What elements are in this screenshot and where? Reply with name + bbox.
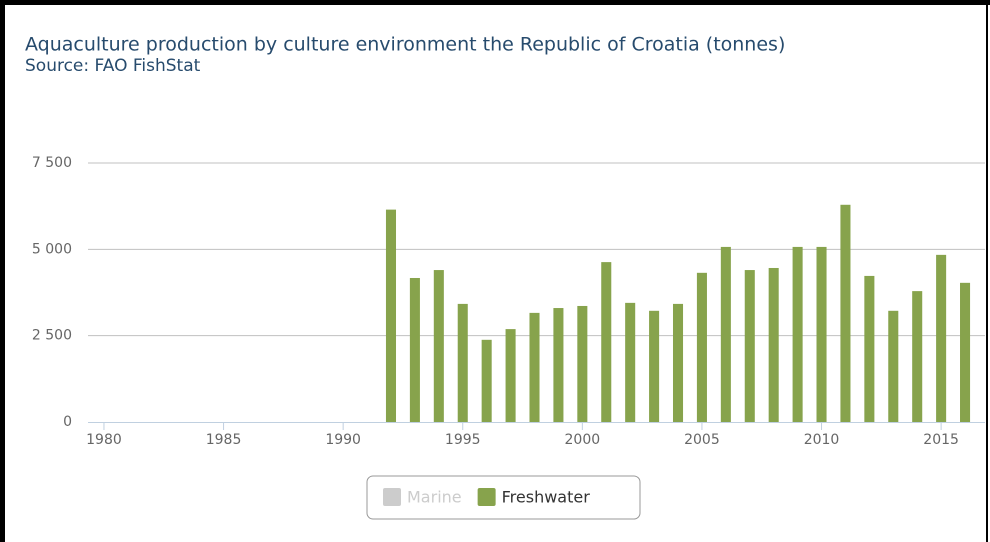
y-tick-label: 0 bbox=[63, 414, 72, 430]
bar bbox=[385, 209, 397, 422]
bar bbox=[816, 246, 827, 422]
x-tick-label: 1995 bbox=[445, 432, 481, 448]
x-tick-label: 1990 bbox=[325, 432, 361, 448]
x-tick-label: 2005 bbox=[684, 432, 720, 448]
y-tick-label: 2 500 bbox=[32, 328, 72, 344]
bar bbox=[720, 246, 731, 422]
bar bbox=[649, 310, 660, 422]
bar bbox=[625, 302, 636, 422]
bar bbox=[577, 305, 588, 422]
bar bbox=[768, 267, 779, 422]
x-tick-label: 2010 bbox=[804, 432, 840, 448]
legend-box bbox=[366, 475, 641, 520]
bar bbox=[601, 262, 612, 422]
border-right bbox=[986, 0, 988, 542]
bar bbox=[744, 270, 755, 422]
border-top bbox=[0, 0, 990, 5]
chart-subtitle: Source: FAO FishStat bbox=[25, 56, 201, 76]
bar bbox=[792, 246, 803, 422]
bar bbox=[912, 291, 923, 422]
bar bbox=[529, 312, 540, 422]
bar bbox=[409, 277, 420, 422]
chart-title: Aquaculture production by culture enviro… bbox=[25, 34, 785, 56]
bar bbox=[505, 329, 516, 422]
x-tick-label: 1985 bbox=[206, 432, 242, 448]
bar bbox=[553, 308, 564, 422]
bar bbox=[481, 339, 492, 422]
y-tick-label: 5 000 bbox=[32, 241, 72, 257]
x-tick-label: 1980 bbox=[86, 432, 122, 448]
x-tick-label: 2000 bbox=[565, 432, 601, 448]
bar bbox=[672, 303, 684, 422]
bar bbox=[457, 303, 468, 422]
bar bbox=[433, 270, 444, 422]
legend-label[interactable]: Marine bbox=[407, 488, 462, 507]
y-tick-label: 7 500 bbox=[32, 155, 72, 171]
bar bbox=[840, 204, 851, 422]
x-tick-label: 2015 bbox=[923, 432, 959, 448]
legend-swatch[interactable] bbox=[383, 488, 401, 506]
bar bbox=[696, 272, 707, 422]
bar bbox=[864, 275, 875, 422]
border-left bbox=[0, 0, 5, 542]
bar bbox=[936, 254, 947, 422]
legend-swatch[interactable] bbox=[477, 488, 496, 506]
bar bbox=[960, 282, 971, 422]
legend-label[interactable]: Freshwater bbox=[502, 488, 591, 507]
bar bbox=[888, 310, 899, 422]
